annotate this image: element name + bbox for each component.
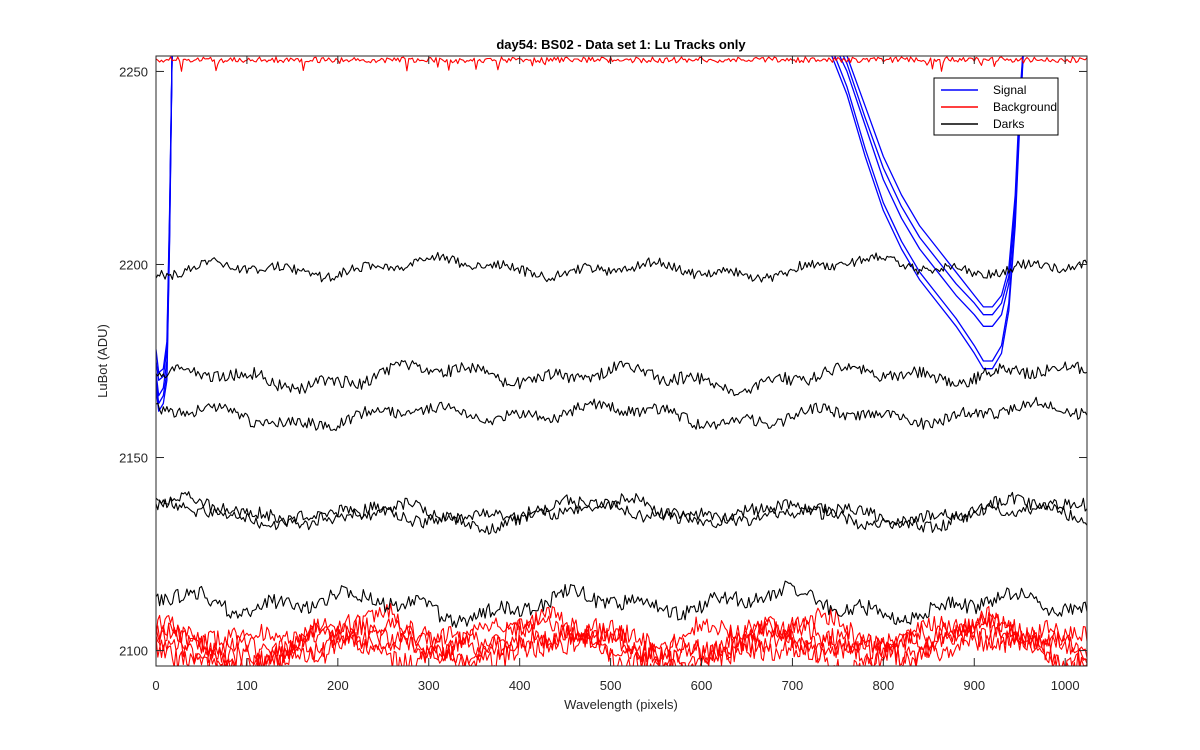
legend-label-background: Background <box>993 100 1057 114</box>
series-line-darks-11 <box>156 251 1087 283</box>
x-tick-label-7: 700 <box>782 678 804 693</box>
y-axis-label: LuBot (ADU) <box>95 324 110 398</box>
x-tick-label-6: 600 <box>691 678 713 693</box>
series-line-darks-15 <box>156 496 1087 535</box>
y-tick-label-3: 2250 <box>119 64 148 79</box>
x-tick-label-0: 0 <box>152 678 159 693</box>
legend-label-signal: Signal <box>993 83 1026 97</box>
x-tick-label-9: 900 <box>963 678 985 693</box>
y-tick-label-2: 2200 <box>119 257 148 272</box>
series-line-darks-13 <box>156 396 1087 432</box>
x-tick-label-3: 300 <box>418 678 440 693</box>
x-tick-label-8: 800 <box>872 678 894 693</box>
x-tick-label-2: 200 <box>327 678 349 693</box>
series-layer <box>156 56 1087 666</box>
y-ticks: 2100 2150 2200 2250 <box>119 64 1087 659</box>
y-tick-label-0: 2100 <box>119 644 148 659</box>
series-line-darks-12 <box>156 359 1087 397</box>
x-tick-label-4: 400 <box>509 678 531 693</box>
series-line-darks-16 <box>156 580 1087 629</box>
series-line-background-top-10 <box>156 56 1087 72</box>
x-tick-label-1: 100 <box>236 678 258 693</box>
y-tick-label-1: 2150 <box>119 451 148 466</box>
x-axis-label: Wavelength (pixels) <box>564 697 678 712</box>
x-tick-label-10: 1000 <box>1051 678 1080 693</box>
legend-label-darks: Darks <box>993 117 1024 131</box>
series-line-signal-4 <box>156 56 1024 412</box>
chart-title: day54: BS02 - Data set 1: Lu Tracks only <box>496 37 746 52</box>
x-tick-label-5: 500 <box>600 678 622 693</box>
series-line-background-9 <box>156 606 1087 664</box>
plot-frame <box>155 55 1088 667</box>
x-ticks: 0 100 200 300 400 500 600 700 800 900 1000 <box>152 56 1080 693</box>
series-line-background-8 <box>156 618 1087 666</box>
legend: Signal Background Darks <box>933 77 1059 136</box>
series-line-darks-14 <box>156 491 1087 531</box>
